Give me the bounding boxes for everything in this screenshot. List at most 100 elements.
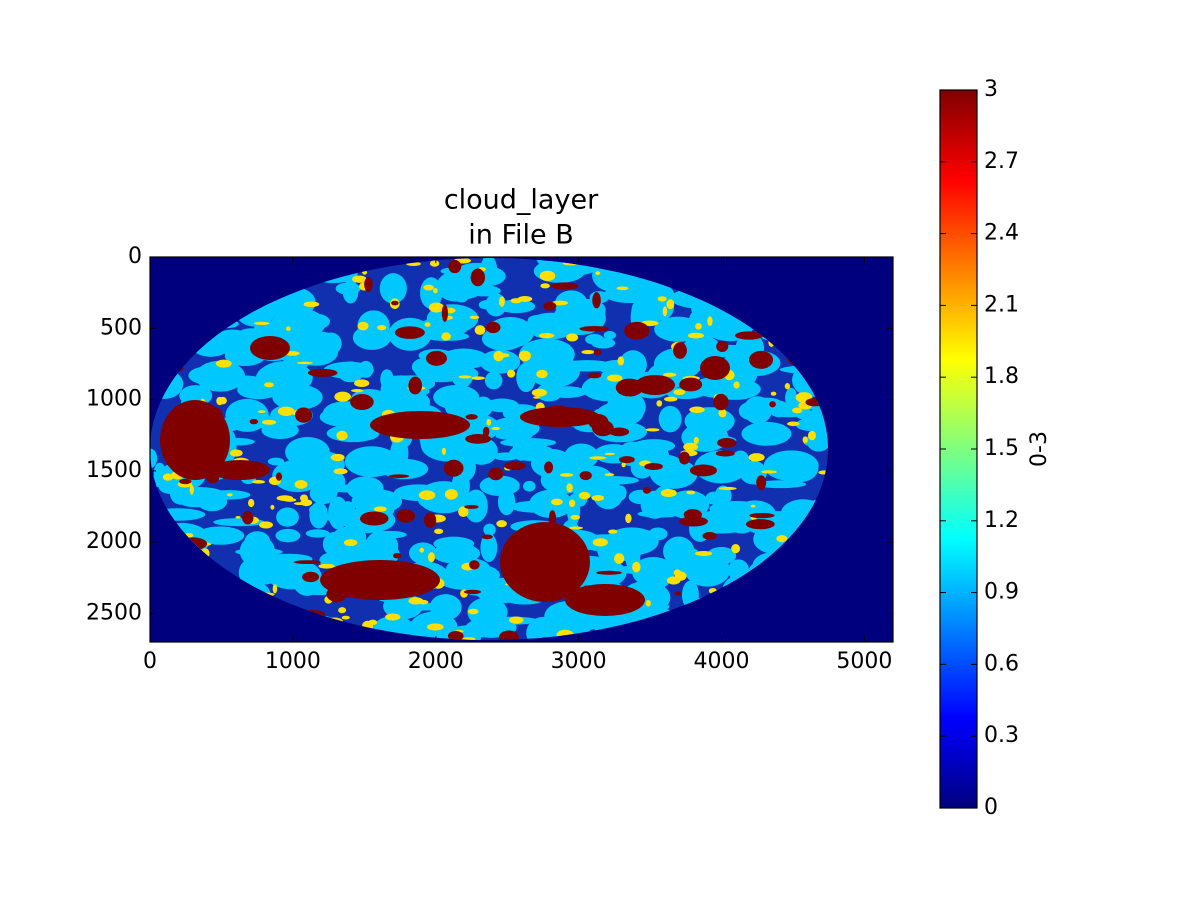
cloud-blob — [593, 349, 602, 356]
cloud-blob — [645, 428, 660, 432]
cloud-blob — [424, 322, 431, 327]
cloud-blob — [792, 407, 803, 414]
cloud-blob — [427, 623, 444, 631]
cloud-blob — [604, 473, 615, 477]
chart-title: cloud_layer — [444, 185, 599, 216]
cloud-blob — [303, 301, 320, 308]
cloud-blob — [551, 300, 569, 306]
cloud-blob — [666, 299, 675, 310]
cloud-blob — [478, 300, 494, 310]
cloud-blob — [529, 489, 574, 519]
cloud-blob — [235, 547, 283, 556]
chart-title: in File B — [468, 220, 573, 251]
cloud-blob — [439, 348, 489, 370]
axes-frame — [149, 256, 894, 643]
cloud-blob — [272, 384, 323, 411]
cloud-blob — [338, 607, 347, 614]
cloud-blob — [465, 414, 478, 420]
cloud-blob — [484, 371, 503, 390]
cloud-blob — [270, 504, 275, 510]
cloud-blob — [713, 393, 729, 411]
x-tick-label: 2000 — [408, 649, 464, 674]
cloud-blob — [259, 521, 273, 529]
cloud-blob — [689, 406, 705, 414]
cloud-blob — [686, 490, 696, 495]
cloud-blob — [294, 480, 308, 489]
cloud-blob — [351, 389, 364, 393]
cloud-blob — [679, 377, 703, 392]
cloud-blob — [267, 457, 285, 466]
cloud-blob — [488, 467, 504, 481]
cloud-blob — [464, 504, 479, 509]
cloud-blob — [465, 434, 492, 444]
x-tick-label: 4000 — [694, 649, 750, 674]
cloud-blob — [377, 388, 431, 417]
cloud-blob — [277, 406, 295, 417]
cloud-blob — [587, 372, 602, 379]
cloud-blob — [662, 306, 668, 317]
cloud-blob — [635, 375, 675, 395]
y-tick-label: 0 — [128, 244, 142, 269]
cloud-blob — [481, 534, 493, 540]
cloud-blob — [608, 427, 630, 437]
cloud-blob — [673, 389, 686, 396]
cloud-blob — [731, 543, 741, 554]
cloud-blob — [396, 462, 424, 479]
cloud-blob — [293, 502, 306, 505]
cloud-blob — [540, 283, 550, 289]
cloud-blob — [518, 350, 531, 362]
cloud-blob — [581, 350, 595, 355]
colorbar-label: 0-3 — [1027, 431, 1052, 467]
cloud-blob — [433, 287, 438, 294]
cloud-blob — [342, 279, 359, 304]
cloud-blob — [406, 620, 435, 633]
cloud-blob — [226, 493, 233, 497]
cloud-blob — [249, 418, 259, 425]
cloud-blob — [669, 550, 713, 574]
cloud-blob — [352, 275, 367, 283]
cloud-blob — [656, 400, 663, 407]
cloud-blob — [755, 480, 807, 489]
x-tick-label: 1000 — [265, 649, 321, 674]
cloud-blob — [275, 472, 283, 481]
cloud-blob — [784, 383, 791, 390]
cloud-blob — [377, 324, 387, 331]
cloud-blob — [657, 296, 667, 302]
cloud-blob — [334, 391, 351, 402]
cloud-blob — [539, 270, 556, 282]
cloud-blob — [644, 462, 663, 471]
cloud-blob — [673, 569, 681, 577]
cloud-blob — [432, 543, 481, 564]
colorbar-tick-label: 1.5 — [984, 436, 1019, 461]
cloud-blob — [433, 384, 480, 410]
cloud-blob — [493, 452, 519, 461]
cloud-blob — [286, 326, 291, 331]
cloud-blob — [603, 331, 616, 340]
cloud-blob — [519, 338, 575, 371]
cloud-blob — [196, 526, 245, 545]
cloud-blob — [470, 268, 486, 287]
cloud-blob — [678, 451, 690, 465]
cloud-blob — [179, 478, 192, 485]
cloud-blob — [429, 260, 440, 267]
cloud-blob — [498, 630, 519, 640]
cloud-blob — [687, 332, 705, 339]
cloud-blob — [213, 338, 242, 355]
cloud-blob — [357, 321, 369, 331]
cloud-blob — [307, 368, 338, 377]
cloud-blob — [566, 333, 579, 342]
cloud-blob — [354, 379, 370, 388]
cloud-blob — [343, 539, 358, 547]
cloud-blob — [441, 304, 448, 322]
cloud-blob — [763, 450, 819, 481]
cloud-blob — [566, 483, 573, 493]
cloud-blob — [689, 464, 717, 477]
cloud-blob — [359, 511, 389, 526]
cloud-blob — [302, 571, 320, 583]
colorbar — [939, 89, 978, 809]
cloud-blob — [250, 336, 290, 360]
cloud-blob — [695, 323, 702, 330]
cloud-blob — [373, 506, 387, 512]
cloud-blob — [336, 430, 348, 441]
